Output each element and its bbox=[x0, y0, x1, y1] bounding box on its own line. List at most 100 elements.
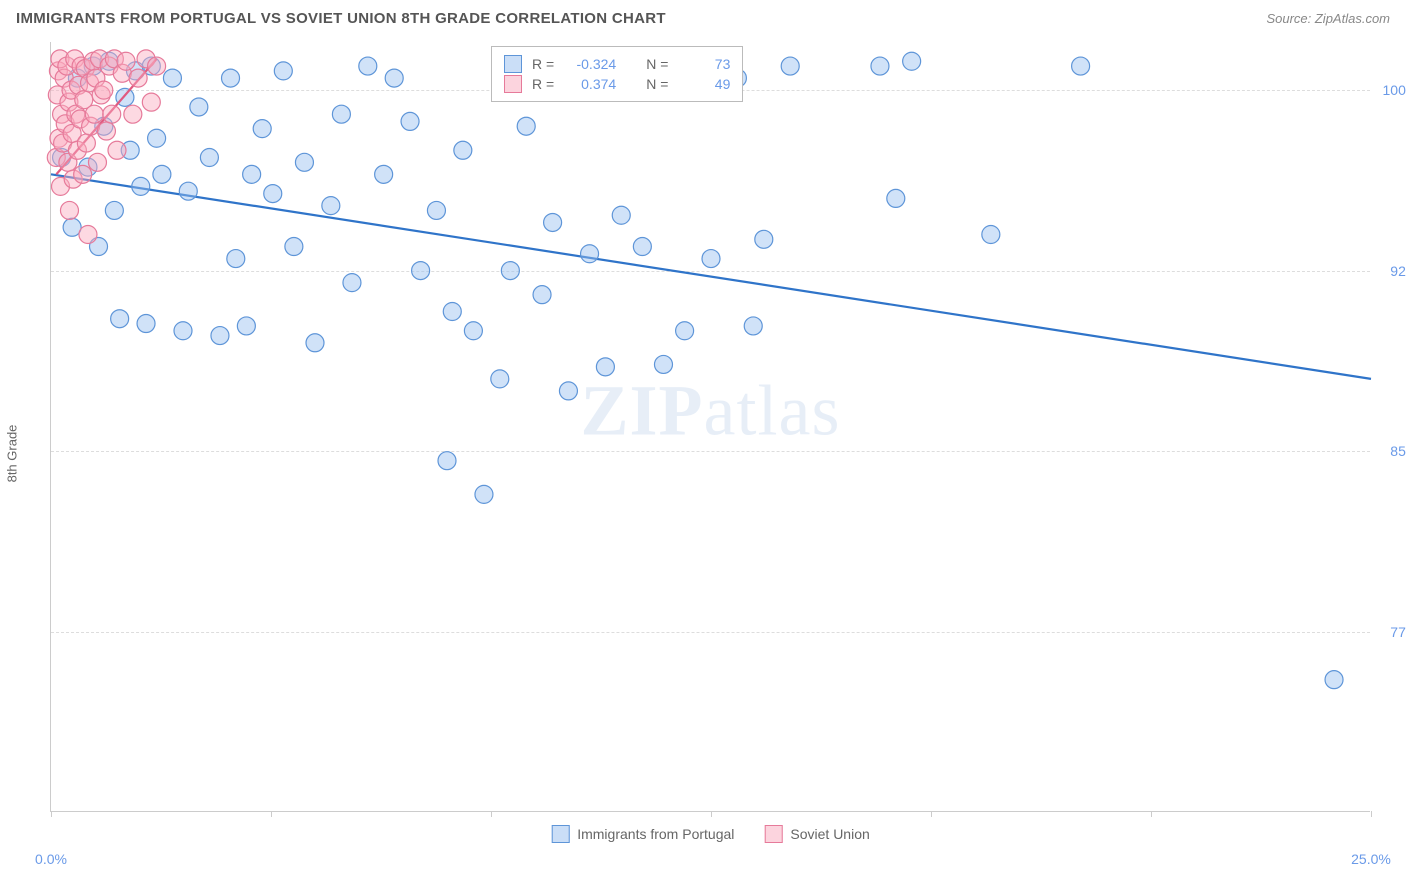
scatter-point-portugal bbox=[744, 317, 762, 335]
scatter-point-portugal bbox=[179, 182, 197, 200]
scatter-point-portugal bbox=[385, 69, 403, 87]
scatter-point-soviet bbox=[108, 141, 126, 159]
correlation-legend: R = -0.324 N = 73 R = 0.374 N = 49 bbox=[491, 46, 743, 102]
legend-item-soviet: Soviet Union bbox=[764, 825, 869, 843]
scatter-point-portugal bbox=[322, 197, 340, 215]
y-tick-label: 92.5% bbox=[1390, 263, 1406, 279]
scatter-point-soviet bbox=[124, 105, 142, 123]
regression-line-portugal bbox=[51, 174, 1371, 379]
scatter-point-portugal bbox=[982, 226, 1000, 244]
scatter-point-portugal bbox=[375, 165, 393, 183]
legend-row-soviet: R = 0.374 N = 49 bbox=[504, 75, 730, 93]
scatter-point-soviet bbox=[88, 153, 106, 171]
scatter-point-portugal bbox=[581, 245, 599, 263]
x-tick bbox=[271, 811, 272, 817]
source-attribution: Source: ZipAtlas.com bbox=[1266, 11, 1390, 26]
scatter-point-portugal bbox=[163, 69, 181, 87]
scatter-point-portugal bbox=[359, 57, 377, 75]
legend-row-portugal: R = -0.324 N = 73 bbox=[504, 55, 730, 73]
scatter-point-portugal bbox=[274, 62, 292, 80]
y-tick-label: 100.0% bbox=[1383, 82, 1406, 98]
scatter-point-soviet bbox=[79, 226, 97, 244]
scatter-point-portugal bbox=[137, 315, 155, 333]
x-tick bbox=[931, 811, 932, 817]
scatter-point-soviet bbox=[77, 134, 95, 152]
scatter-point-portugal bbox=[401, 112, 419, 130]
scatter-point-portugal bbox=[1325, 671, 1343, 689]
scatter-point-portugal bbox=[306, 334, 324, 352]
scatter-point-portugal bbox=[105, 201, 123, 219]
x-tick bbox=[491, 811, 492, 817]
scatter-point-portugal bbox=[1072, 57, 1090, 75]
scatter-point-portugal bbox=[559, 382, 577, 400]
scatter-point-portugal bbox=[427, 201, 445, 219]
scatter-point-soviet bbox=[95, 81, 113, 99]
scatter-point-portugal bbox=[612, 206, 630, 224]
scatter-point-soviet bbox=[148, 57, 166, 75]
scatter-point-portugal bbox=[755, 230, 773, 248]
scatter-point-portugal bbox=[412, 262, 430, 280]
scatter-point-portugal bbox=[871, 57, 889, 75]
scatter-point-portugal bbox=[111, 310, 129, 328]
scatter-point-soviet bbox=[97, 122, 115, 140]
swatch-soviet-icon bbox=[504, 75, 522, 93]
scatter-point-portugal bbox=[781, 57, 799, 75]
scatter-point-portugal bbox=[243, 165, 261, 183]
scatter-point-soviet bbox=[74, 165, 92, 183]
scatter-point-portugal bbox=[887, 189, 905, 207]
r-value-soviet: 0.374 bbox=[564, 76, 616, 92]
legend-item-portugal: Immigrants from Portugal bbox=[551, 825, 734, 843]
scatter-point-portugal bbox=[454, 141, 472, 159]
series-label-portugal: Immigrants from Portugal bbox=[577, 826, 734, 842]
scatter-point-portugal bbox=[222, 69, 240, 87]
r-label: R = bbox=[532, 76, 554, 92]
scatter-point-portugal bbox=[475, 485, 493, 503]
y-axis-label: 8th Grade bbox=[5, 425, 20, 483]
swatch-portugal-icon bbox=[551, 825, 569, 843]
scatter-point-portugal bbox=[332, 105, 350, 123]
scatter-point-portugal bbox=[190, 98, 208, 116]
plot-area: ZIPatlas 77.5%85.0%92.5%100.0% 0.0%25.0%… bbox=[50, 42, 1370, 812]
swatch-soviet-icon bbox=[764, 825, 782, 843]
series-legend: Immigrants from Portugal Soviet Union bbox=[551, 825, 870, 843]
scatter-point-portugal bbox=[702, 250, 720, 268]
scatter-point-portugal bbox=[264, 185, 282, 203]
scatter-point-portugal bbox=[295, 153, 313, 171]
x-tick bbox=[1371, 811, 1372, 817]
swatch-portugal-icon bbox=[504, 55, 522, 73]
scatter-point-portugal bbox=[237, 317, 255, 335]
scatter-point-portugal bbox=[438, 452, 456, 470]
scatter-point-portugal bbox=[517, 117, 535, 135]
n-label: N = bbox=[646, 56, 668, 72]
r-value-portugal: -0.324 bbox=[564, 56, 616, 72]
scatter-svg bbox=[51, 42, 1370, 811]
chart-title: IMMIGRANTS FROM PORTUGAL VS SOVIET UNION… bbox=[16, 10, 666, 27]
scatter-point-portugal bbox=[596, 358, 614, 376]
scatter-point-portugal bbox=[491, 370, 509, 388]
scatter-point-portugal bbox=[533, 286, 551, 304]
scatter-point-portugal bbox=[443, 303, 461, 321]
y-tick-label: 77.5% bbox=[1390, 624, 1406, 640]
x-tick-label: 25.0% bbox=[1351, 851, 1391, 867]
scatter-point-portugal bbox=[148, 129, 166, 147]
scatter-point-portugal bbox=[200, 149, 218, 167]
chart-header: IMMIGRANTS FROM PORTUGAL VS SOVIET UNION… bbox=[0, 0, 1406, 35]
x-tick bbox=[51, 811, 52, 817]
scatter-point-portugal bbox=[253, 120, 271, 138]
n-value-portugal: 73 bbox=[678, 56, 730, 72]
x-tick bbox=[1151, 811, 1152, 817]
scatter-point-portugal bbox=[153, 165, 171, 183]
scatter-point-portugal bbox=[633, 238, 651, 256]
scatter-point-portugal bbox=[174, 322, 192, 340]
scatter-point-portugal bbox=[501, 262, 519, 280]
n-label: N = bbox=[646, 76, 668, 92]
scatter-point-soviet bbox=[142, 93, 160, 111]
scatter-point-soviet bbox=[117, 52, 135, 70]
scatter-point-portugal bbox=[227, 250, 245, 268]
scatter-point-portugal bbox=[211, 327, 229, 345]
y-tick-label: 85.0% bbox=[1390, 443, 1406, 459]
scatter-point-soviet bbox=[60, 201, 78, 219]
scatter-point-portugal bbox=[903, 52, 921, 70]
x-tick-label: 0.0% bbox=[35, 851, 67, 867]
scatter-point-soviet bbox=[85, 105, 103, 123]
